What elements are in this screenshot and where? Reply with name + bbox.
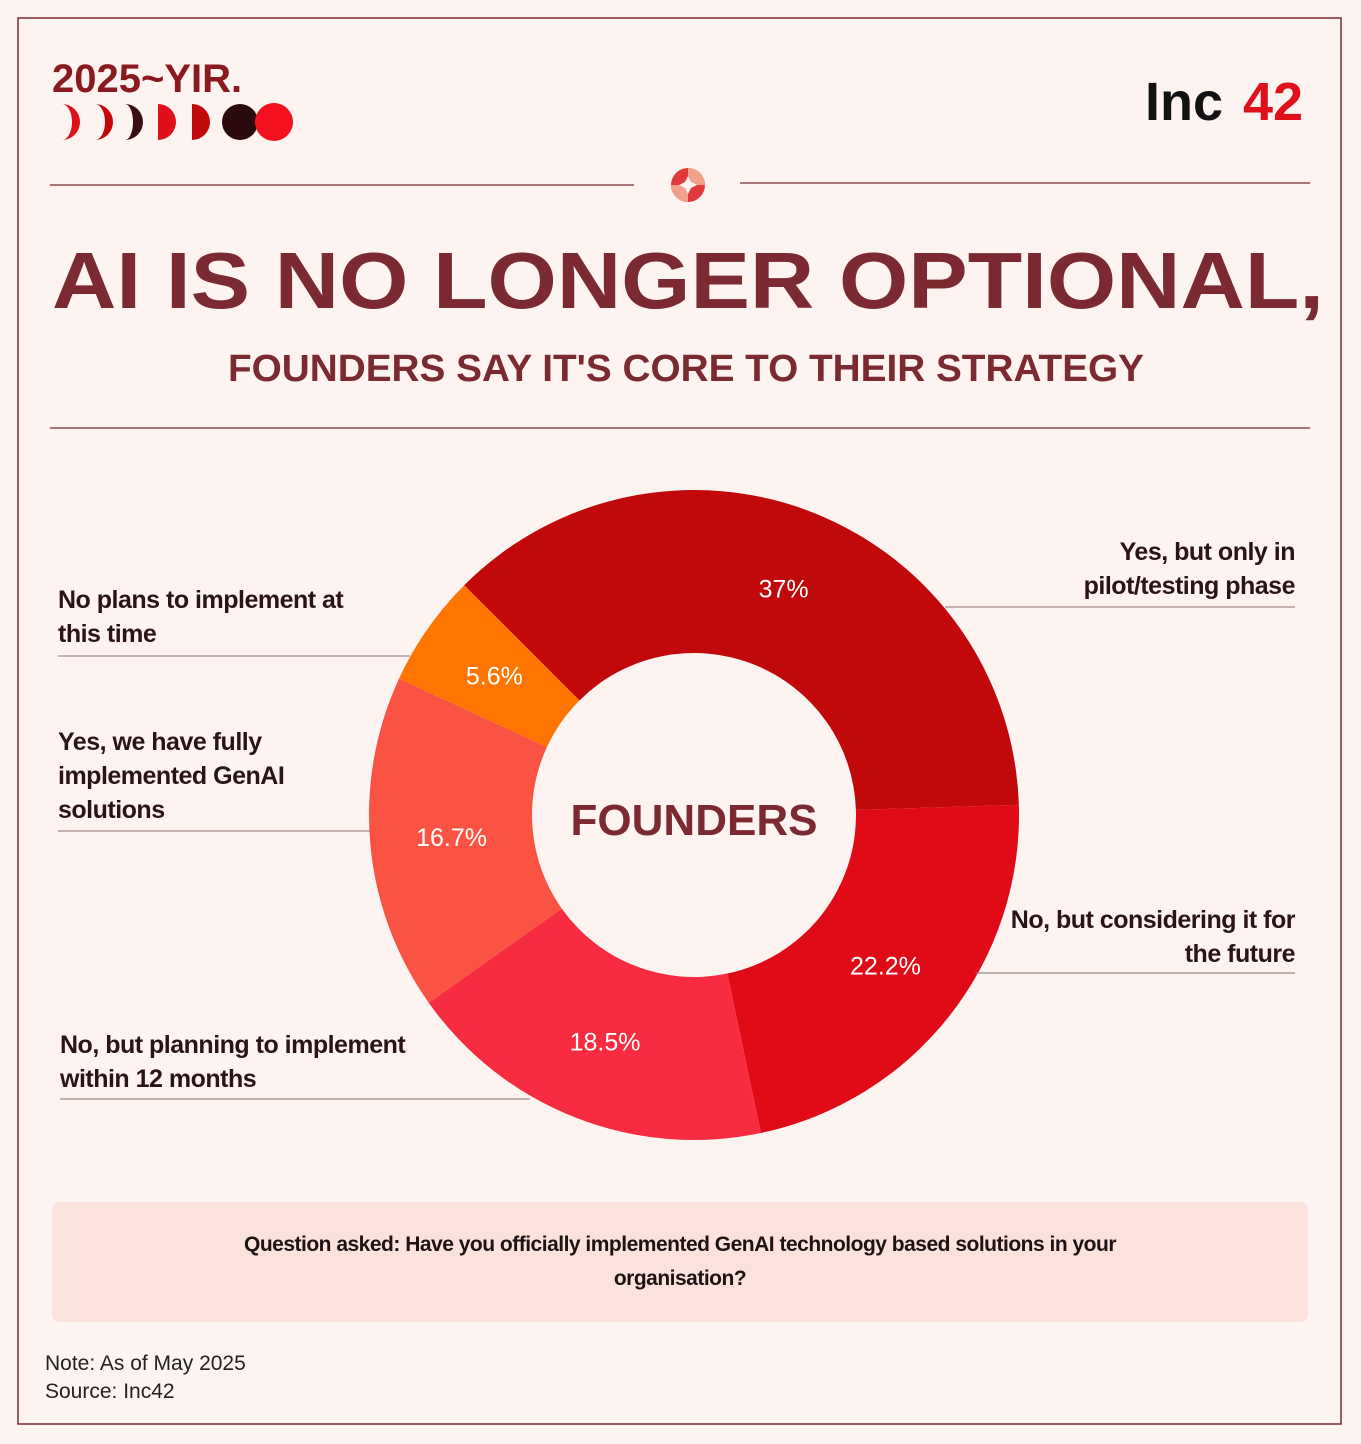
category-label: Yes, but only in pilot/testing phase: [1083, 538, 1296, 600]
category-label: No, but planning to implement within 12 …: [60, 1031, 406, 1093]
value-label: 16.7%: [416, 824, 487, 852]
subtitle: FOUNDERS SAY IT'S CORE TO THEIR STRATEGY: [228, 348, 1144, 390]
value-label: 22.2%: [850, 952, 921, 980]
donut: 37% 22.2% 18.5% 16.7% 5.6%: [368, 489, 1019, 1140]
value-label: 37%: [759, 576, 809, 604]
frame: [17, 17, 1342, 1425]
slice: [428, 908, 761, 1140]
slice: [727, 804, 1019, 1134]
title: AI IS NO LONGER OPTIONAL,: [52, 236, 1324, 325]
category-label: No, but considering it for the future: [1010, 906, 1296, 968]
slice: [368, 678, 562, 1003]
value-label: 5.6%: [466, 663, 523, 691]
slice: [464, 489, 1019, 810]
category-label: No plans to implement at this time: [58, 586, 344, 648]
value-label: 18.5%: [570, 1029, 641, 1057]
source: Source: Inc42: [45, 1380, 175, 1403]
publisher: Inc: [1145, 72, 1223, 132]
publisher-accent: 42: [1243, 72, 1303, 132]
divider-icon: [671, 168, 705, 202]
center-label: FOUNDERS: [571, 796, 818, 845]
brand: 2025~YIR.: [52, 57, 242, 101]
brand-dots: [62, 103, 293, 141]
question: Question asked: Have you officially impl…: [243, 1233, 1117, 1290]
note: Note: As of May 2025: [45, 1352, 246, 1375]
slice: [399, 585, 580, 747]
question-box: [52, 1202, 1308, 1322]
category-label: Yes, we have fully implemented GenAI sol…: [58, 728, 285, 824]
